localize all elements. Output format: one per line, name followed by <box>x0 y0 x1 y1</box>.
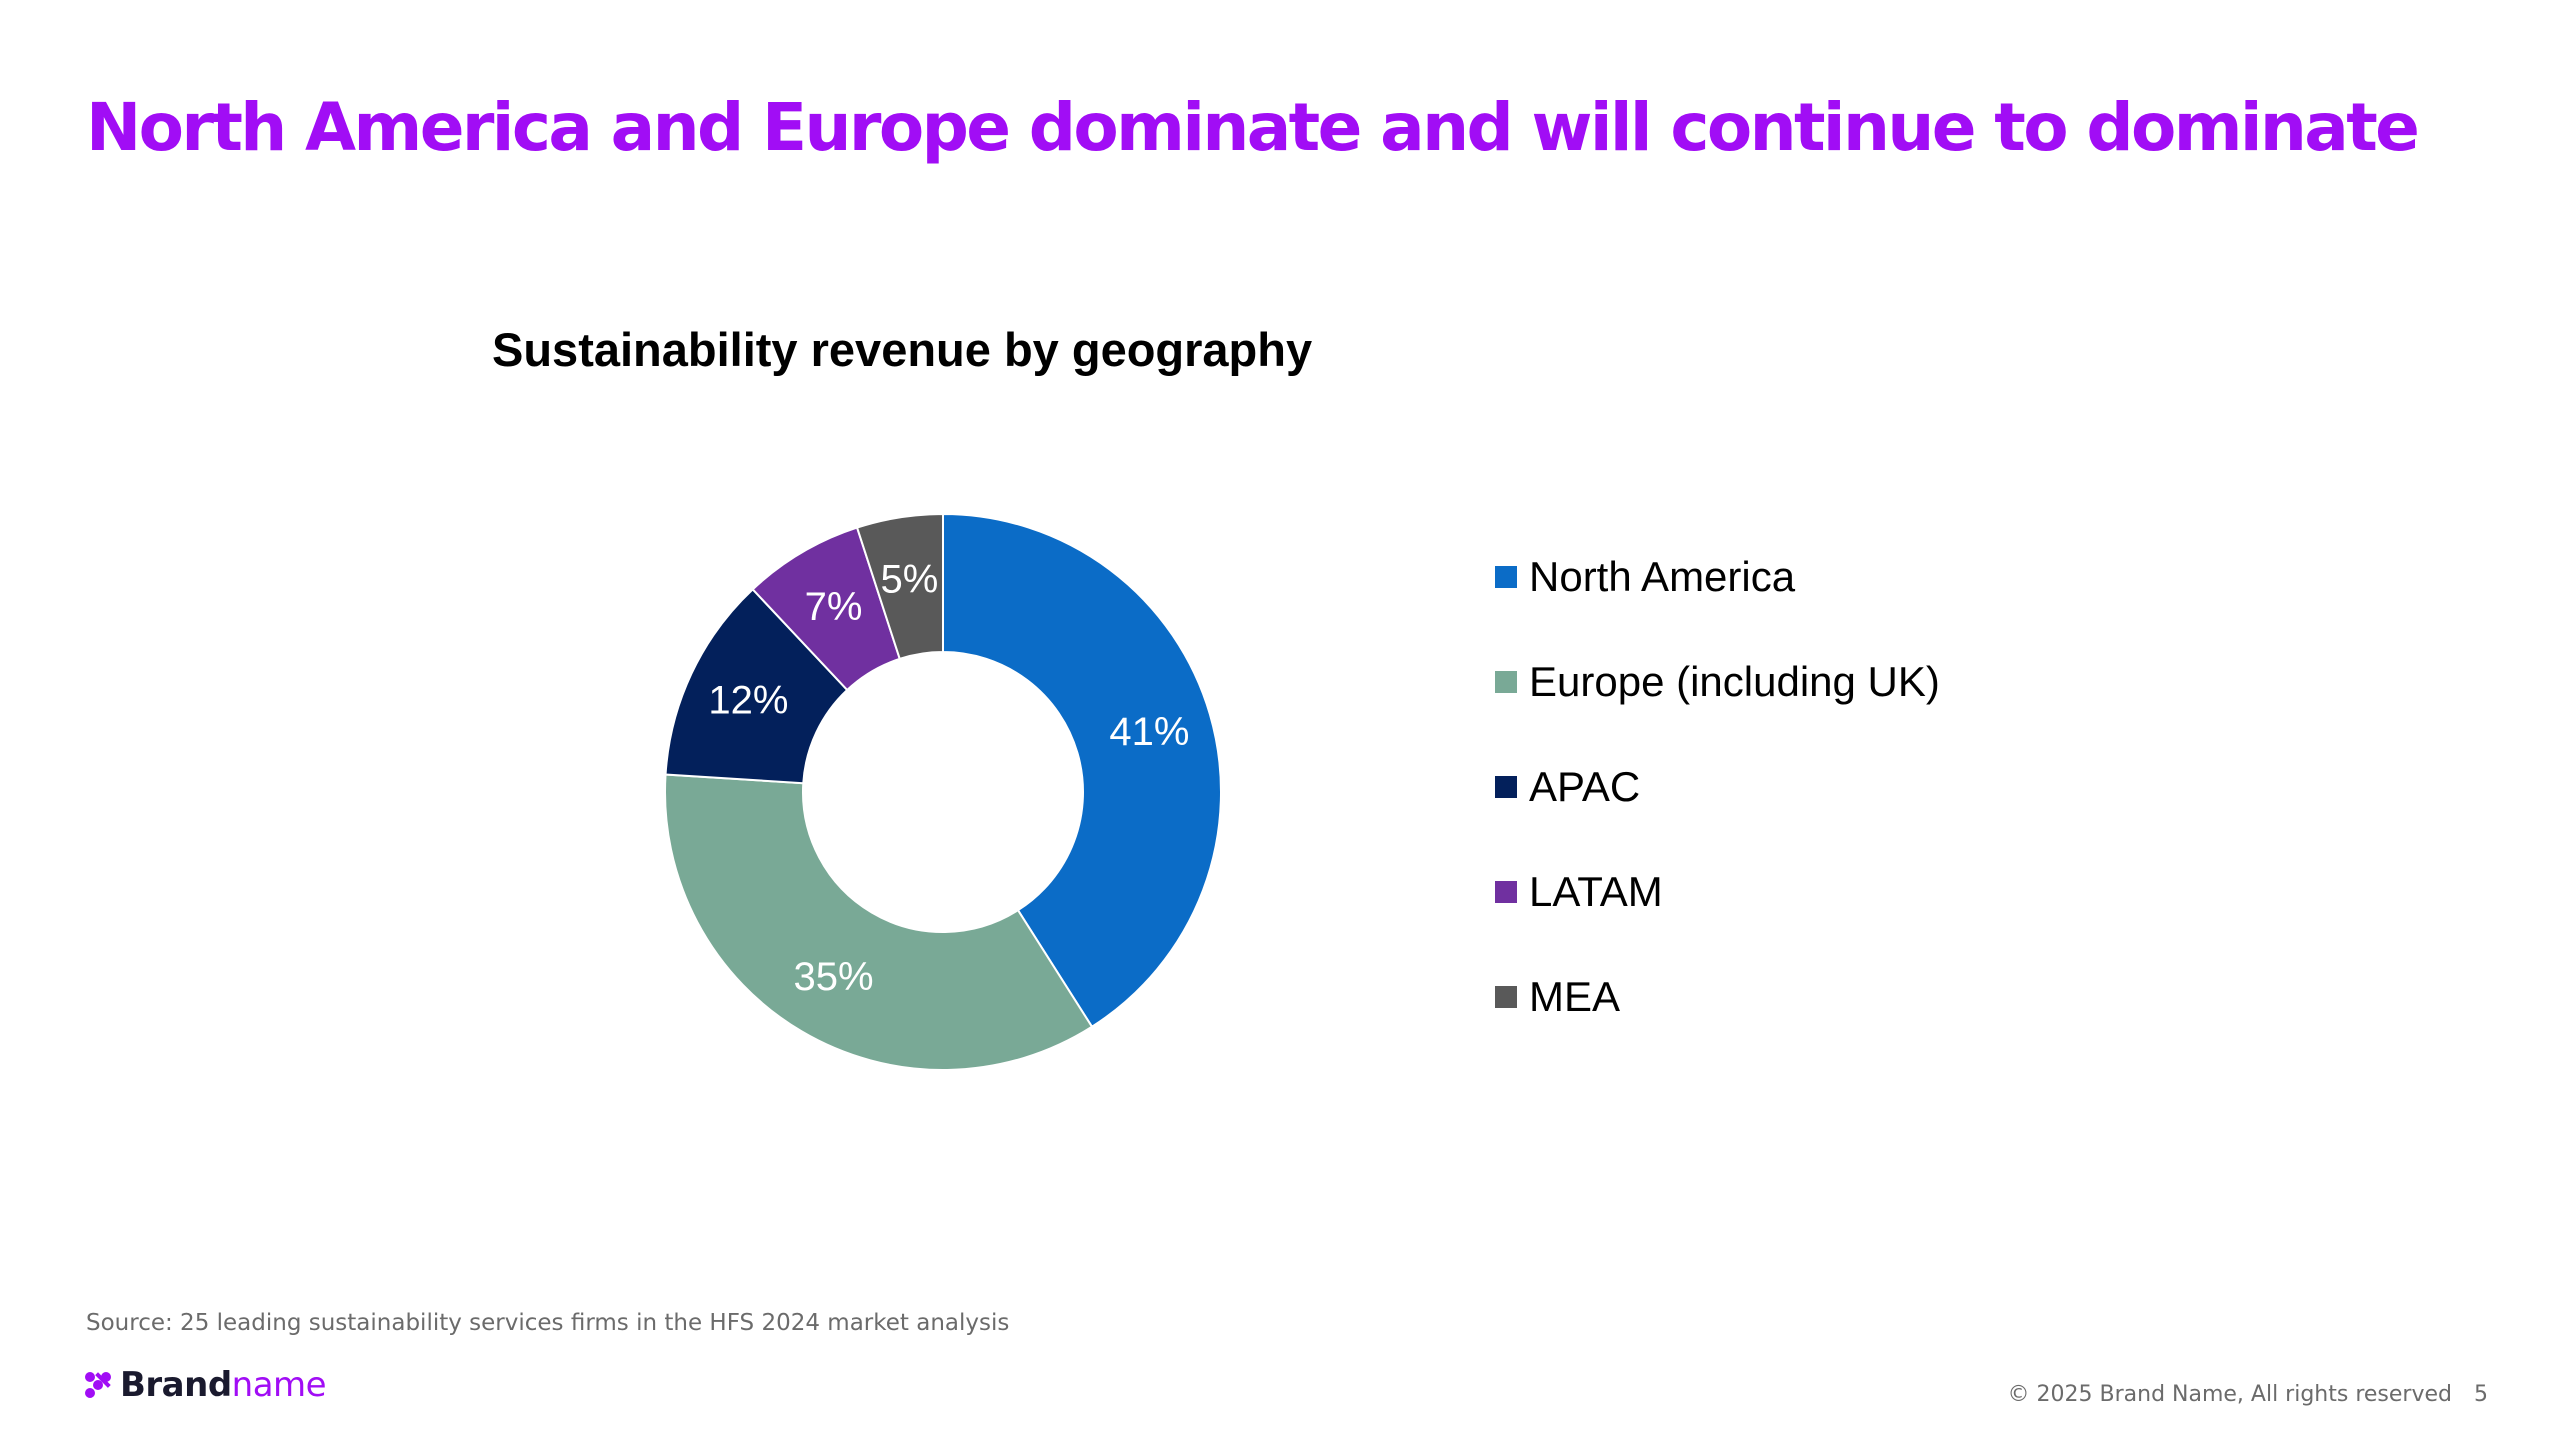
page-title: North America and Europe dominate and wi… <box>86 89 2420 166</box>
legend-label: APAC <box>1529 763 1641 810</box>
legend-swatch <box>1495 776 1517 798</box>
legend-swatch <box>1495 881 1517 903</box>
legend-swatch <box>1495 986 1517 1008</box>
data-label-latam: 7% <box>805 585 863 629</box>
logo-brand-text: Brand <box>120 1365 232 1405</box>
legend-label: LATAM <box>1529 868 1663 915</box>
legend-swatch <box>1495 671 1517 693</box>
legend-item-latam: LATAM <box>1495 868 1940 915</box>
chart-title: Sustainability revenue by geography <box>492 323 1313 376</box>
data-label-apac: 12% <box>708 678 788 722</box>
data-label-mea: 5% <box>880 558 938 602</box>
legend-item-apac: APAC <box>1495 763 1940 810</box>
legend-label: Europe (including UK) <box>1529 658 1940 705</box>
legend-label: North America <box>1529 553 1796 600</box>
donut-slice-north-america <box>942 512 1222 1029</box>
copyright-text: © 2025 Brand Name, All rights reserved <box>2007 1382 2452 1407</box>
donut-slice-europe-including-uk <box>664 773 1094 1071</box>
footer: © 2025 Brand Name, All rights reserved 5 <box>2008 1382 2488 1407</box>
legend-item-europe-including-uk: Europe (including UK) <box>1495 658 1940 705</box>
data-label-north-america: 41% <box>1109 710 1189 754</box>
legend-label: MEA <box>1529 973 1621 1020</box>
logo-name-text: name <box>231 1365 327 1405</box>
donut-slice-mea <box>855 512 944 661</box>
legend-item-mea: MEA <box>1495 973 1940 1020</box>
brand-logo: Brand name <box>84 1365 327 1405</box>
page-number: 5 <box>2474 1382 2488 1407</box>
legend-item-north-america: North America <box>1495 553 1940 600</box>
logo-mark-icon <box>85 1372 111 1398</box>
donut-slice-apac <box>664 587 849 785</box>
data-label-europe-including-uk: 35% <box>794 955 874 999</box>
legend-swatch <box>1495 566 1517 588</box>
chart-legend: North America Europe (including UK) APAC LA… <box>1495 553 1940 1080</box>
source-note: Source: 25 leading sustainability servic… <box>86 1310 1010 1336</box>
